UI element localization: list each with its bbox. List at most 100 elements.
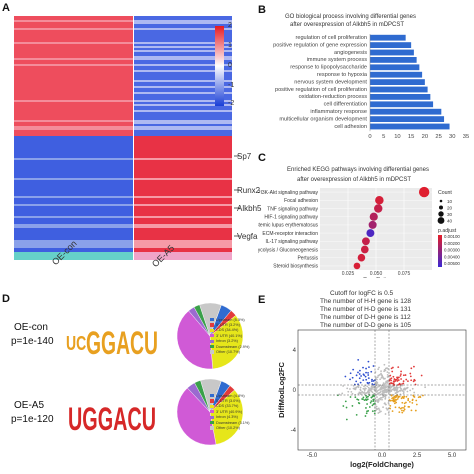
scatter-point [377, 392, 379, 395]
scatter-point [349, 388, 351, 390]
heatmap-row-a5 [134, 150, 232, 152]
scatter-point [349, 378, 351, 381]
heatmap-row-a5 [134, 152, 232, 154]
scatter-point [392, 398, 395, 401]
panel-e-line-1: Cutoff for logFC is 0.5 [330, 290, 394, 297]
go-bar-label: oxidation-reduction process [299, 94, 368, 100]
pie-legend-swatch [210, 415, 214, 419]
pie-legend-swatch [210, 323, 214, 327]
heatmap-row-con [14, 218, 133, 220]
scatter-point [395, 386, 398, 389]
scatter-point [350, 390, 353, 393]
heatmap-row-a5 [134, 92, 232, 94]
heatmap-row-con [14, 166, 133, 168]
panel-e-line-4: The number of D-H gene is 112 [320, 314, 411, 321]
scatter-point [386, 389, 389, 392]
panel-e-line-3: The number of H-D gene is 131 [320, 306, 412, 313]
heatmap-row-con [14, 188, 133, 190]
heatmap-row-a5 [134, 102, 232, 104]
scatter-point [412, 380, 415, 383]
scatter-point [375, 409, 378, 411]
heatmap-row-a5 [134, 106, 232, 108]
scatter-point [357, 383, 359, 386]
go-bar [370, 34, 406, 41]
scatter-point [405, 401, 407, 404]
heatmap-row-a5 [134, 212, 232, 214]
scatter-point [399, 374, 402, 377]
kegg-legend-padj-value: 0.00300 [444, 248, 460, 253]
scatter-point [407, 399, 410, 402]
scatter-point [404, 374, 407, 376]
heatmap-row-a5 [134, 250, 232, 252]
pie-legend-swatch [210, 345, 214, 349]
heatmap-row-con [14, 58, 133, 60]
heatmap-row-con [14, 248, 133, 250]
heatmap-row-con [14, 184, 133, 186]
scatter-point [368, 381, 371, 384]
scatter-x-tick: 0.0 [378, 453, 387, 459]
scatter-point [363, 393, 366, 396]
scatter-point [359, 388, 362, 391]
scatter-point [384, 413, 387, 415]
heatmap-row-a5 [134, 242, 232, 244]
scatter-point [392, 375, 395, 378]
scatter-point [357, 392, 360, 395]
heatmap-row-con [14, 162, 133, 164]
kegg-dot [357, 253, 366, 262]
kegg-label: TNF signaling pathway [267, 206, 318, 212]
pie-legend-item: 5' UTR (3.2%) [210, 322, 250, 327]
scatter-point [357, 398, 360, 401]
go-x-tick: 5 [382, 134, 385, 140]
scatter-point [395, 398, 398, 401]
panel-e-line-5: The number of D-D gene is 105 [320, 322, 412, 329]
scatter-point [377, 386, 379, 388]
scatter-point [375, 380, 378, 383]
scatter-point [385, 390, 388, 392]
scatter-point [354, 388, 357, 391]
heatmap-row-a5 [134, 180, 232, 182]
scatter-point [367, 371, 369, 374]
scatter-point [367, 386, 370, 389]
heatmap-group-bar-con [14, 252, 133, 260]
heatmap-row-a5 [134, 194, 232, 196]
panel-b-letter: B [258, 4, 266, 16]
scatter-point [403, 387, 406, 390]
heatmap-row-a5 [134, 192, 232, 194]
kegg-legend-padj-value: 0.00200 [444, 241, 460, 246]
heatmap-row-con [14, 186, 133, 188]
scatter-point [385, 407, 388, 410]
scatter-point [419, 396, 422, 398]
scatter-point [392, 366, 394, 369]
scatter-point [357, 384, 360, 387]
heatmap-row-con [14, 74, 133, 76]
heatmap-row-a5 [134, 74, 232, 76]
scatter-point [411, 402, 414, 404]
heatmap-row-a5 [134, 232, 232, 234]
motif-a5-seq: UGGACU [68, 401, 156, 437]
heatmap-row-con [14, 128, 133, 130]
scatter-point [382, 389, 385, 392]
pie-legend-swatch [210, 410, 214, 414]
colorbar-tick-neg2: -2 [228, 100, 235, 107]
go-bar [370, 49, 414, 56]
heatmap-row-con [14, 40, 133, 42]
scatter-point [374, 406, 376, 408]
heatmap-row-a5 [134, 104, 232, 106]
heatmap-row-a5 [134, 248, 232, 250]
heatmap-row-con [14, 246, 133, 248]
scatter-point [382, 382, 385, 385]
heatmap-row-con [14, 82, 133, 84]
pie-legend-swatch [210, 334, 214, 338]
heatmap-row-a5 [134, 178, 232, 180]
heatmap-row-a5 [134, 58, 232, 60]
pie-legend-swatch [210, 318, 214, 322]
heatmap-row-a5 [134, 36, 232, 38]
pie-slice [209, 389, 244, 445]
kegg-legend-count-title: Count [438, 190, 452, 196]
heatmap-row-a5 [134, 72, 232, 74]
heatmap-row-a5 [134, 88, 232, 90]
scatter-point [366, 391, 369, 394]
pie-slice [176, 387, 217, 446]
kegg-dot [418, 186, 430, 198]
heatmap-row-con [14, 182, 133, 184]
